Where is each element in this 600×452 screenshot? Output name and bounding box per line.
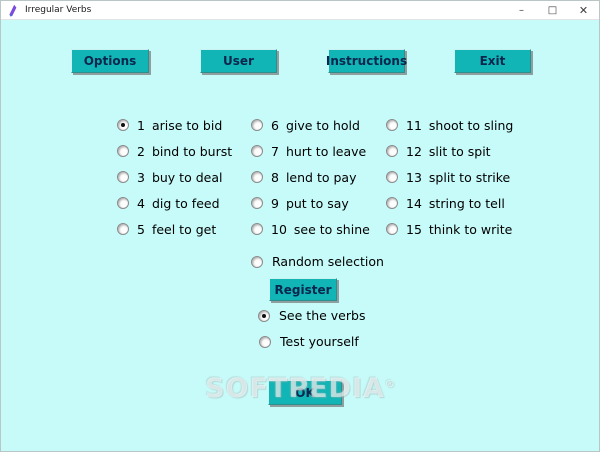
random-selection-label: Random selection xyxy=(272,254,384,269)
verb-number: 4 xyxy=(137,195,145,211)
verb-radio-2[interactable]: 2 bind to burst xyxy=(117,138,232,164)
verb-radio-1[interactable]: 1 arise to bid xyxy=(117,112,232,138)
verb-radio-9[interactable]: 9 put to say xyxy=(251,190,370,216)
verb-radio-3[interactable]: 3 buy to deal xyxy=(117,164,232,190)
verb-label: see to shine xyxy=(293,221,370,237)
radio-icon xyxy=(259,335,271,348)
verb-label: arise to bid xyxy=(151,117,223,133)
radio-icon xyxy=(117,223,129,235)
verb-number: 3 xyxy=(137,169,145,185)
verb-label: dig to feed xyxy=(151,195,220,211)
radio-icon xyxy=(386,119,398,131)
instructions-button[interactable]: Instructions xyxy=(326,49,407,73)
verb-number: 2 xyxy=(137,143,145,159)
verb-radio-11[interactable]: 11 shoot to sling xyxy=(386,112,513,138)
see-the-verbs-label: See the verbs xyxy=(279,308,366,323)
verb-label: give to hold xyxy=(285,117,360,133)
verb-number: 5 xyxy=(137,221,145,237)
radio-icon xyxy=(251,223,263,235)
maximize-button[interactable]: □ xyxy=(547,5,558,16)
verb-label: bind to burst xyxy=(151,143,233,159)
verb-label: string to tell xyxy=(428,195,505,211)
verb-number: 8 xyxy=(271,169,279,185)
verb-number: 7 xyxy=(271,143,279,159)
radio-icon xyxy=(251,171,263,183)
verb-radio-10[interactable]: 10 see to shine xyxy=(251,216,370,242)
window-title: Irregular Verbs xyxy=(25,5,92,15)
test-yourself-radio[interactable]: Test yourself xyxy=(259,334,359,349)
verb-radio-15[interactable]: 15 think to write xyxy=(386,216,513,242)
verb-radio-13[interactable]: 13 split to strike xyxy=(386,164,513,190)
verb-number: 11 xyxy=(406,117,422,133)
titlebar: Irregular Verbs – □ ✕ xyxy=(1,1,599,20)
app-icon xyxy=(9,4,17,17)
ok-button[interactable]: OK xyxy=(268,380,342,405)
radio-icon xyxy=(386,197,398,209)
verb-radio-5[interactable]: 5 feel to get xyxy=(117,216,232,242)
verb-radio-4[interactable]: 4 dig to feed xyxy=(117,190,232,216)
radio-icon xyxy=(251,197,263,209)
verb-label: slit to spit xyxy=(428,143,491,159)
radio-icon xyxy=(258,309,270,322)
options-button[interactable]: Options xyxy=(71,49,149,73)
verb-number: 13 xyxy=(406,169,422,185)
verb-column-1: 1 arise to bid 2 bind to burst 3 buy to … xyxy=(117,112,232,242)
verb-number: 15 xyxy=(406,221,422,237)
verb-number: 6 xyxy=(271,117,279,133)
verb-radio-12[interactable]: 12 slit to spit xyxy=(386,138,513,164)
see-the-verbs-radio[interactable]: See the verbs xyxy=(258,308,365,323)
radio-icon xyxy=(251,119,263,131)
exit-button[interactable]: Exit xyxy=(454,49,531,73)
radio-icon xyxy=(386,223,398,235)
radio-icon xyxy=(117,145,129,157)
registered-mark: ® xyxy=(384,379,395,390)
window-controls: – □ ✕ xyxy=(506,1,599,20)
verb-label: shoot to sling xyxy=(428,117,514,133)
verb-label: put to say xyxy=(285,195,349,211)
radio-icon xyxy=(386,171,398,183)
verb-label: hurt to leave xyxy=(285,143,367,159)
verb-radio-14[interactable]: 14 string to tell xyxy=(386,190,513,216)
verb-number: 14 xyxy=(406,195,422,211)
radio-icon xyxy=(251,145,263,157)
radio-icon xyxy=(117,171,129,183)
verb-column-2: 6 give to hold 7 hurt to leave 8 lend to… xyxy=(251,112,370,242)
verb-label: buy to deal xyxy=(151,169,223,185)
verb-radio-8[interactable]: 8 lend to pay xyxy=(251,164,370,190)
test-yourself-label: Test yourself xyxy=(280,334,359,349)
random-selection-radio[interactable]: Random selection xyxy=(251,254,384,269)
radio-icon xyxy=(117,119,129,131)
user-button[interactable]: User xyxy=(200,49,277,73)
verb-column-3: 11 shoot to sling 12 slit to spit 13 spl… xyxy=(386,112,513,242)
close-button[interactable]: ✕ xyxy=(578,4,589,17)
verb-radio-6[interactable]: 6 give to hold xyxy=(251,112,370,138)
minimize-button[interactable]: – xyxy=(519,5,524,16)
verb-label: feel to get xyxy=(151,221,217,237)
verb-number: 1 xyxy=(137,117,145,133)
radio-icon xyxy=(117,197,129,209)
verb-number: 12 xyxy=(406,143,422,159)
verb-label: think to write xyxy=(428,221,513,237)
register-button[interactable]: Register xyxy=(269,278,337,301)
verb-label: split to strike xyxy=(428,169,511,185)
verb-label: lend to pay xyxy=(285,169,357,185)
verb-number: 9 xyxy=(271,195,279,211)
radio-icon xyxy=(251,255,263,268)
verb-number: 10 xyxy=(271,221,287,237)
radio-icon xyxy=(386,145,398,157)
verb-radio-7[interactable]: 7 hurt to leave xyxy=(251,138,370,164)
